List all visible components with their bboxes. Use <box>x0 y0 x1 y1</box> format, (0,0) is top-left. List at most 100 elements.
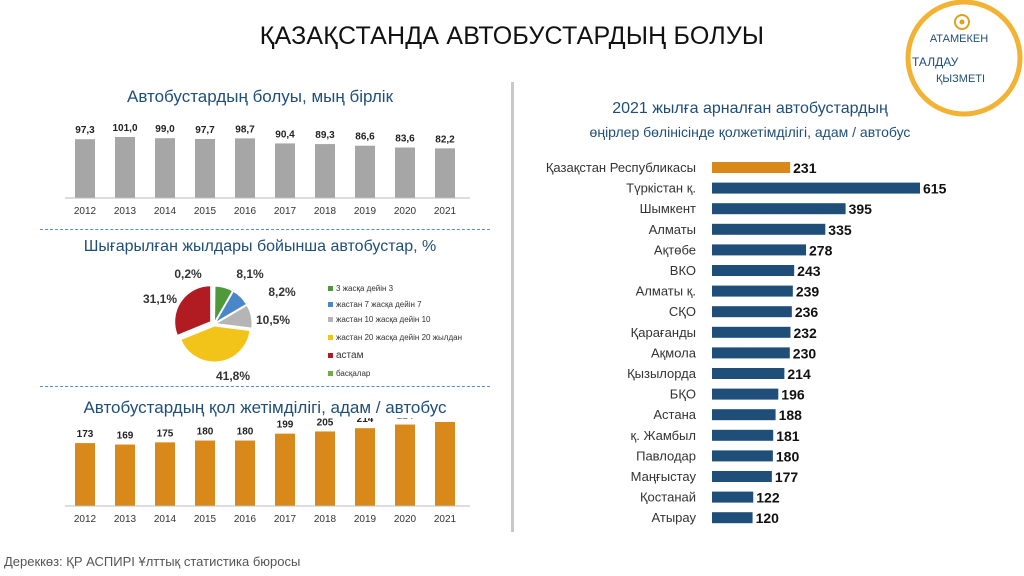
chart3-bar-2012 <box>75 443 95 506</box>
chart1-category-label: 2019 <box>354 206 377 217</box>
pie-label-1: 8,2% <box>268 285 296 299</box>
region-bar <box>712 491 754 503</box>
chart3-title: Автобустардың қол жетімділігі, адам / ав… <box>83 398 447 417</box>
region-value: 122 <box>756 490 780 506</box>
chart3-bar-2018 <box>315 431 335 506</box>
region-bar <box>712 203 846 215</box>
chart1-value-label: 90,4 <box>275 129 295 140</box>
region-label: Ақтөбе <box>654 242 696 257</box>
chart1-category-label: 2014 <box>154 206 177 217</box>
chart1-category-label: 2012 <box>74 206 97 217</box>
region-bar <box>712 285 793 297</box>
legend-swatch <box>328 353 333 358</box>
region-label: Қазақстан Республикасы <box>546 160 696 175</box>
region-bar <box>712 368 785 379</box>
chart1-category-label: 2018 <box>314 206 337 217</box>
chart1-value-label: 83,6 <box>395 134 415 145</box>
atameken-logo: АТАМЕКЕН ТАЛДАУ ҚЫЗМЕТІ <box>902 0 1024 122</box>
region-label: қ. Жамбыл <box>631 428 696 443</box>
chart3-value-label: 199 <box>277 420 294 431</box>
chart3-category-label: 2018 <box>314 514 337 525</box>
separator-1 <box>40 229 490 230</box>
chart3-bar-2017 <box>275 433 295 506</box>
chart3-bar-2020 <box>395 424 415 506</box>
region-value: 278 <box>809 242 833 258</box>
region-label: Түркістан қ. <box>626 181 696 196</box>
legend-swatch <box>328 371 333 376</box>
chart3-value-label: 205 <box>317 418 334 428</box>
region-bar <box>712 429 774 441</box>
chart3-category-label: 2013 <box>114 514 137 525</box>
logo-emblem-icon <box>954 14 970 30</box>
legend-label: астам <box>336 350 364 361</box>
legend-swatch <box>328 335 333 340</box>
region-label: Астана <box>653 407 696 422</box>
chart3-category-label: 2015 <box>194 514 217 525</box>
legend-swatch <box>328 317 333 322</box>
chart3-bar-2019 <box>355 428 375 506</box>
chart1-bar-2020 <box>395 147 415 198</box>
region-bar <box>712 244 807 256</box>
chart1-bar-2019 <box>355 145 375 198</box>
pie-label-0: 8,1% <box>236 267 264 281</box>
chart1-bar-2018 <box>315 144 335 198</box>
legend-swatch <box>328 302 333 307</box>
region-label: Павлодар <box>636 448 696 463</box>
pie-slice-3 <box>180 325 251 363</box>
chart1-bar-2017 <box>275 143 295 198</box>
page-title: ҚАЗАҚСТАНДА АВТОБУСТАРДЫҢ БОЛУЫ <box>259 22 765 50</box>
region-bar <box>712 471 772 482</box>
region-value: 239 <box>796 284 820 300</box>
pie-label-3: 41,8% <box>216 369 250 383</box>
chart1-bar-2013 <box>115 137 135 198</box>
chart1-category-label: 2020 <box>394 206 417 217</box>
chart4-regions: Қазақстан Республикасы 231 Түркістан қ. 615… <box>546 160 947 526</box>
chart2-title: Шығарылған жылдары бойынша автобустар, % <box>83 238 437 255</box>
chart4-subtitle: өңірлер бөлінісінде қолжетімділігі, адам… <box>589 124 911 140</box>
region-bar <box>712 388 779 400</box>
chart3-bar-2014 <box>155 442 175 506</box>
chart1-bar-2015 <box>195 138 215 198</box>
chart3-value-label: 180 <box>197 427 214 438</box>
logo-line1: АТАМЕКЕН <box>930 33 988 45</box>
chart1-title: Автобустардың болуы, мың бірлік <box>126 87 394 106</box>
chart3-value-label: 231 <box>437 418 454 419</box>
chart1-value-label: 98,7 <box>235 124 255 135</box>
chart1-value-label: 99,0 <box>155 124 175 135</box>
chart3-category-label: 2019 <box>354 514 377 525</box>
legend-swatch <box>328 286 333 291</box>
legend-item: жастан 20 жасқа дейін 20 жылдан <box>328 333 462 342</box>
pie-slice-1 <box>214 290 248 324</box>
chart3-availability: 173 2012 169 2013 175 2014 180 2015 180 2016 199 20… <box>65 418 470 525</box>
region-label: БҚО <box>670 387 696 402</box>
chart3-bar-2013 <box>115 444 135 506</box>
region-bar <box>712 326 791 338</box>
region-value: 395 <box>849 201 873 217</box>
region-label: Қарағанды <box>631 325 696 340</box>
chart3-category-label: 2017 <box>274 514 297 525</box>
region-bar <box>712 265 795 276</box>
region-value: 230 <box>793 345 817 361</box>
chart1-value-label: 82,2 <box>435 134 455 145</box>
legend-item: астам <box>328 350 363 361</box>
chart3-bar-2016 <box>235 440 255 506</box>
pie-slice-0 <box>214 285 234 324</box>
chart1-category-label: 2017 <box>274 206 297 217</box>
region-label: ВКО <box>670 263 696 278</box>
region-value: 180 <box>776 448 800 464</box>
region-value: 181 <box>776 428 800 444</box>
legend-item: 3 жасқа дейін 3 <box>328 284 393 293</box>
region-value: 196 <box>781 387 805 403</box>
legend-label: жастан 7 жасқа дейін 7 <box>336 300 422 309</box>
region-label: Атырау <box>652 510 697 525</box>
chart1-value-label: 101,0 <box>112 123 137 134</box>
chart1-category-label: 2021 <box>434 206 457 217</box>
chart3-value-label: 173 <box>77 429 94 440</box>
legend-item: басқалар <box>328 369 370 378</box>
legend-label: жастан 20 жасқа дейін 20 жылдан <box>336 333 462 342</box>
pie-label-2: 10,5% <box>256 313 290 327</box>
chart3-value-label: 180 <box>237 427 254 438</box>
region-value: 243 <box>797 263 821 279</box>
chart1-buses-count: 97,3 2012 101,0 2013 99,0 2014 97,7 2015 98,7 201… <box>65 123 470 217</box>
chart3-category-label: 2020 <box>394 514 417 525</box>
